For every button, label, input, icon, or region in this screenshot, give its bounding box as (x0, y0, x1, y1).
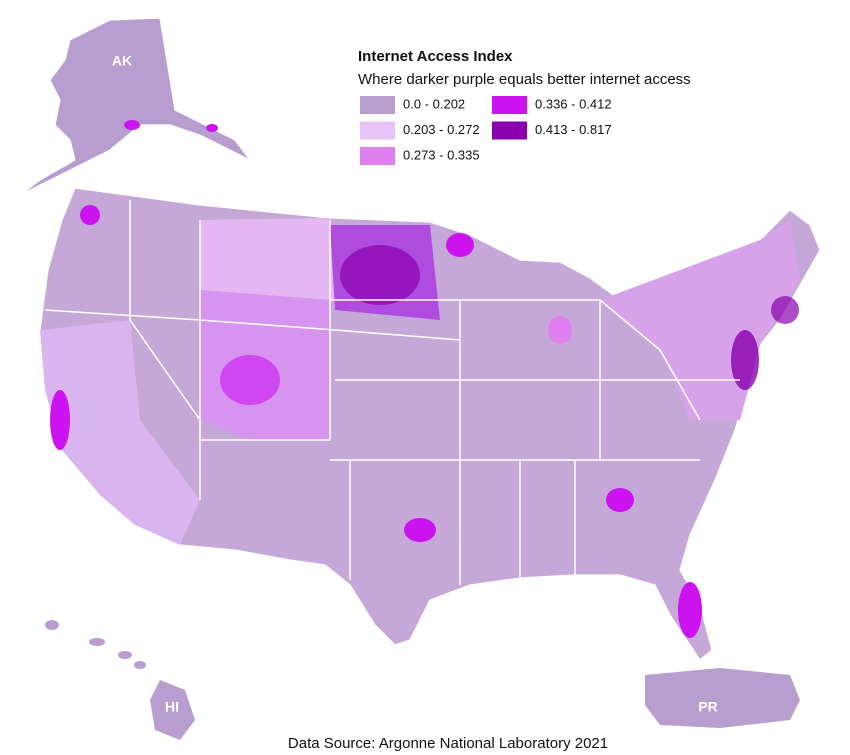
region-label: HI (165, 699, 179, 715)
region-label: PR (698, 699, 717, 715)
region-shade (40, 320, 200, 545)
legend-label: 0.413 - 0.817 (535, 122, 612, 137)
legend-swatch (360, 121, 395, 140)
region-patch (678, 582, 702, 638)
region-patch (404, 518, 436, 542)
region-patch (206, 124, 218, 132)
region-patch (220, 355, 280, 405)
region-patch (80, 205, 100, 225)
hawaii-shape (45, 620, 195, 740)
legend-swatch (360, 147, 395, 165)
state-borders (44, 200, 740, 585)
region-label: AK (112, 53, 132, 69)
region-patch (340, 245, 420, 305)
puerto-rico-shape (645, 668, 800, 728)
region-patch (771, 296, 799, 324)
legend-label: 0.203 - 0.272 (403, 122, 480, 137)
legend: 0.0 - 0.202 0.203 - 0.272 0.273 - 0.335 0.3… (360, 96, 612, 165)
alaska-shape (19, 17, 251, 196)
legend-swatch (360, 96, 395, 114)
region-shade (200, 218, 335, 300)
source-note: Data Source: Argonne National Laboratory… (288, 735, 608, 752)
legend-label: 0.0 - 0.202 (403, 96, 465, 111)
region-patch (446, 233, 474, 257)
legend-label: 0.336 - 0.412 (535, 96, 612, 111)
legend-swatch (492, 121, 527, 140)
legend-title: Internet Access Index (358, 48, 513, 65)
region-patch (548, 316, 572, 344)
region-patch (124, 120, 140, 130)
legend-label: 0.273 - 0.335 (403, 147, 480, 162)
legend-swatch (492, 96, 527, 114)
region-patch (606, 488, 634, 512)
region-patch (731, 330, 759, 390)
legend-subtitle: Where darker purple equals better intern… (358, 71, 691, 88)
region-patch (50, 390, 70, 450)
